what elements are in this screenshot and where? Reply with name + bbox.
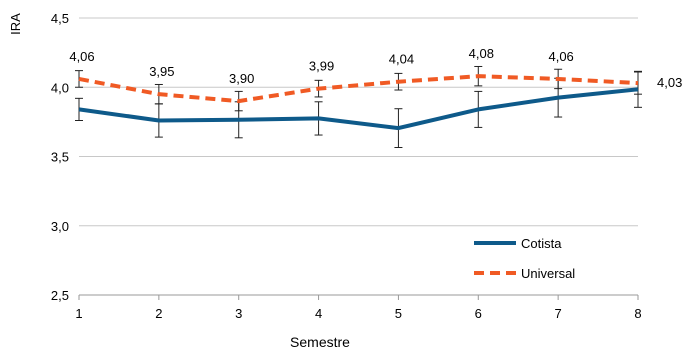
data-label: 3,95 — [149, 64, 174, 79]
x-tick-label: 1 — [75, 306, 82, 321]
x-tick-label: 7 — [555, 306, 562, 321]
series-line-universal — [78, 74, 639, 104]
x-tick-label: 3 — [235, 306, 242, 321]
legend: Cotista Universal — [474, 236, 575, 281]
y-axis-label: IRA — [8, 13, 23, 35]
data-label: 4,08 — [469, 46, 494, 61]
y-axis-ticks: 2,5 3,0 3,5 4,0 4,5 — [51, 11, 69, 303]
data-label: 4,06 — [548, 49, 573, 64]
legend-label-universal: Universal — [521, 266, 575, 281]
y-tick-label: 4,5 — [51, 11, 69, 26]
data-label: 4,06 — [69, 49, 94, 64]
x-tick-label: 2 — [155, 306, 162, 321]
series-line-cotista — [78, 87, 639, 131]
data-labels: 4,06 3,95 3,90 3,99 4,04 4,08 4,06 4,03 — [69, 46, 682, 90]
x-tick-label: 8 — [634, 306, 641, 321]
series-lines — [78, 74, 639, 131]
y-tick-label: 3,0 — [51, 219, 69, 234]
data-label: 3,90 — [229, 71, 254, 86]
x-axis: 1 2 3 4 5 6 7 8 — [75, 294, 642, 321]
x-tick-label: 6 — [475, 306, 482, 321]
data-label: 4,03 — [657, 75, 682, 90]
x-tick-label: 4 — [315, 306, 322, 321]
y-tick-label: 3,5 — [51, 150, 69, 165]
legend-label-cotista: Cotista — [521, 236, 562, 251]
y-tick-label: 4,0 — [51, 80, 69, 95]
data-label: 4,04 — [389, 52, 414, 67]
data-label: 3,99 — [309, 59, 334, 74]
x-axis-label: Semestre — [290, 334, 350, 350]
y-tick-label: 2,5 — [51, 288, 69, 303]
x-tick-label: 5 — [395, 306, 402, 321]
